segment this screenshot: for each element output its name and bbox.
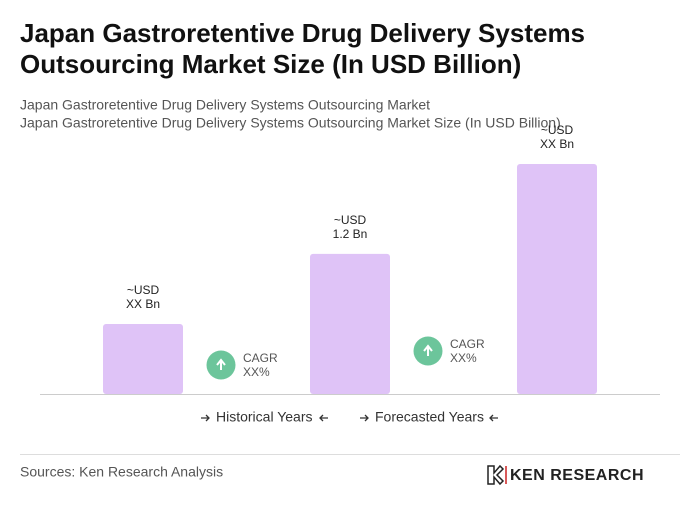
source: Sources: Ken Research Analysis: [20, 464, 223, 480]
bar: [310, 253, 390, 394]
legend-arrow: [489, 414, 498, 422]
value-label: 1.2 Bn: [333, 227, 368, 241]
bar: [517, 164, 597, 394]
cagr-label: XX%: [450, 351, 477, 365]
value-label: ~USD: [334, 213, 367, 227]
legend-label: Historical Years: [216, 409, 313, 425]
chart-subtitle: Japan Gastroretentive Drug Delivery Syst…: [20, 115, 561, 131]
cagr-arrow: [423, 344, 433, 356]
cagr-label: XX%: [243, 365, 270, 379]
brand-logo: KEN RESEARCH: [487, 464, 644, 486]
value-label: XX Bn: [126, 297, 160, 311]
chart-title: Japan Gastroretentive Drug Delivery Syst…: [20, 18, 585, 48]
value-label: ~USD: [541, 123, 574, 137]
brand-name: KEN RESEARCH: [510, 467, 644, 484]
legend-arrow: [201, 414, 210, 422]
value-label: ~USD: [127, 283, 160, 297]
legend-arrow: [360, 414, 369, 422]
chart-subtitle: Japan Gastroretentive Drug Delivery Syst…: [20, 97, 430, 113]
legend-arrow: [319, 414, 328, 422]
cagr-label: CAGR: [243, 351, 278, 365]
logo-icon: [487, 464, 505, 486]
legend-label: Forecasted Years: [375, 409, 484, 425]
bar: [103, 323, 183, 394]
chart-title: Outsourcing Market Size (In USD Billion): [20, 49, 521, 79]
value-label: XX Bn: [540, 137, 574, 151]
cagr-label: CAGR: [450, 337, 485, 351]
cagr-arrow: [216, 358, 226, 370]
